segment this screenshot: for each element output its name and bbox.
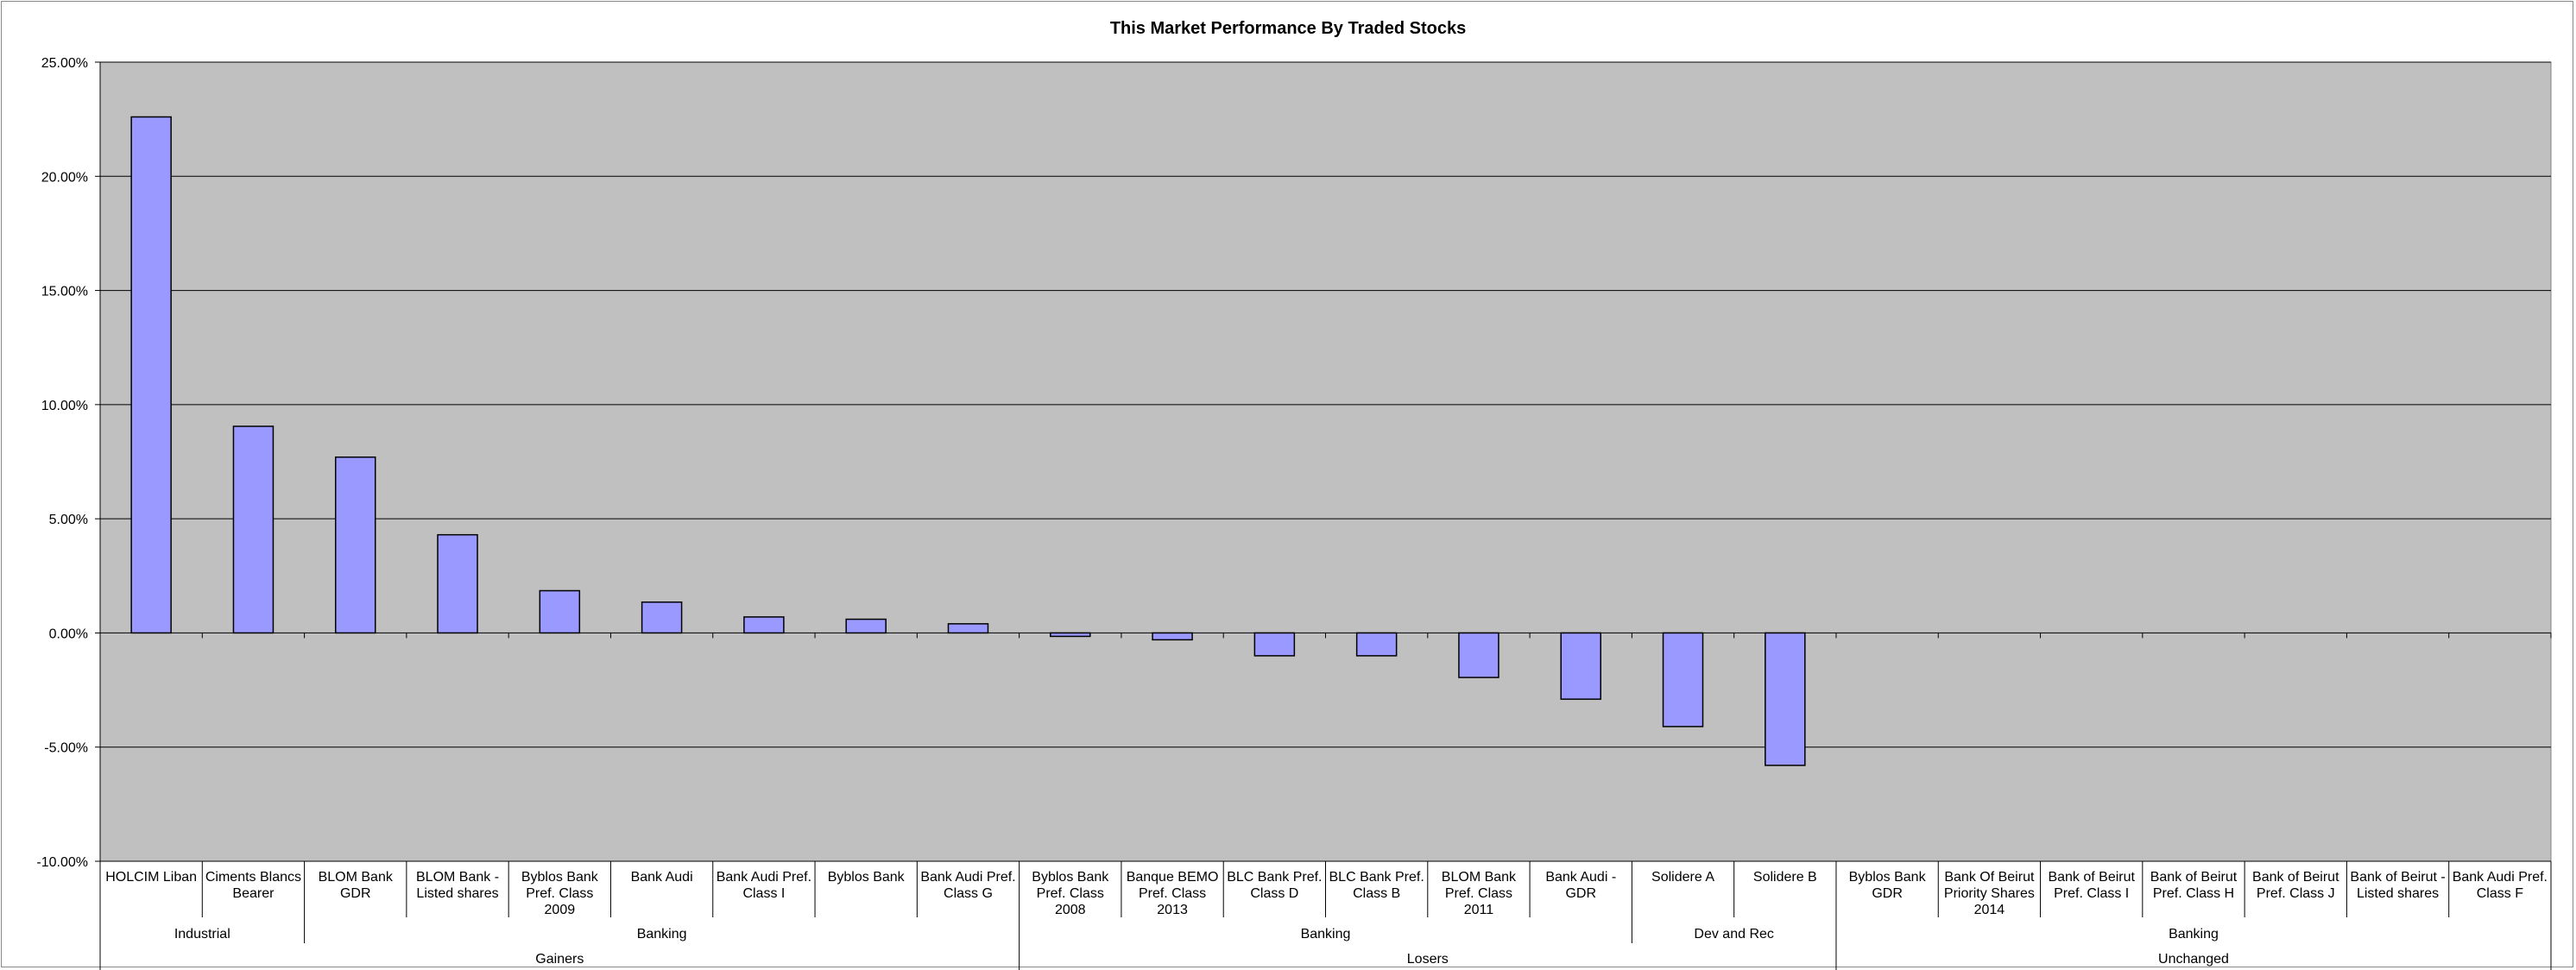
group-label: Gainers (535, 952, 584, 967)
sector-label: Dev and Rec (1694, 927, 1774, 942)
sector-label: Banking (637, 927, 687, 942)
x-tick-label: Bank Audi Pref. (717, 870, 811, 885)
x-tick-label: Byblos Bank (521, 870, 599, 885)
bar (334, 456, 376, 634)
y-tick-label: 10.00% (41, 399, 88, 413)
bar (845, 618, 887, 634)
x-tick-label: HOLCIM Liban (105, 870, 197, 885)
y-tick-label: 15.00% (41, 285, 88, 299)
y-tick-label: -5.00% (44, 741, 88, 756)
x-tick-label: Listed shares (2357, 886, 2439, 901)
bar (1662, 632, 1704, 728)
x-tick-label: GDR (1565, 886, 1596, 901)
bar (437, 533, 478, 634)
x-tick-label: Pref. Class (526, 886, 593, 901)
bar (1253, 632, 1296, 657)
x-tick-label: BLC Bank Pref. (1329, 870, 1424, 885)
bar (1355, 632, 1398, 657)
x-tick-label: 2014 (1974, 903, 2005, 917)
x-tick-label: Bank Audi - (1545, 870, 1616, 885)
y-tick-label: 20.00% (41, 170, 88, 185)
y-tick-label: 0.00% (49, 627, 88, 641)
group-label: Losers (1407, 952, 1449, 967)
bar (947, 623, 989, 634)
bar (130, 116, 172, 634)
x-tick-label: Bank of Beirut (2252, 870, 2339, 885)
x-tick-label: Ciments Blancs (205, 870, 301, 885)
y-tick-label: -10.00% (36, 855, 88, 870)
x-tick-label: Listed shares (416, 886, 498, 901)
x-tick-label: Byblos Bank (1849, 870, 1927, 885)
bar (539, 589, 581, 634)
sector-label: Banking (2169, 927, 2219, 942)
x-tick-label: GDR (340, 886, 371, 901)
bar (743, 616, 785, 634)
bar (232, 425, 275, 634)
x-tick-label: Pref. Class H (2153, 886, 2234, 901)
x-tick-label: Byblos Bank (1032, 870, 1109, 885)
x-tick-label: Bank of Beirut - (2350, 870, 2445, 885)
group-label: Unchanged (2158, 952, 2229, 967)
plot-area (99, 61, 2552, 862)
x-tick-label: Byblos Bank (828, 870, 906, 885)
x-tick-label: GDR (1872, 886, 1903, 901)
bar (1152, 632, 1193, 641)
x-tick-label: BLOM Bank (1442, 870, 1517, 885)
bar (641, 601, 683, 634)
x-tick-label: Bank of Beirut (2048, 870, 2135, 885)
bar (1050, 632, 1091, 638)
x-tick-label: Solidere A (1651, 870, 1714, 885)
x-tick-label: Bank Of Beirut (1944, 870, 2035, 885)
x-tick-label: Pref. Class (1139, 886, 1206, 901)
x-tick-label: Class D (1250, 886, 1298, 901)
x-tick-label: Pref. Class J (2257, 886, 2335, 901)
x-tick-label: Pref. Class I (2054, 886, 2129, 901)
bar (1765, 632, 1806, 766)
x-tick-label: BLOM Bank - (416, 870, 499, 885)
sector-label: Banking (1301, 927, 1351, 942)
x-tick-label: Priority Shares (1944, 886, 2035, 901)
x-tick-label: 2008 (1055, 903, 1086, 917)
y-tick-label: 25.00% (41, 56, 88, 71)
bar (1458, 632, 1500, 678)
x-tick-label: Bearer (232, 886, 275, 901)
x-tick-label: Class B (1353, 886, 1400, 901)
x-tick-label: 2013 (1157, 903, 1188, 917)
x-tick-label: Bank Audi Pref. (920, 870, 1015, 885)
x-tick-label: Bank of Beirut (2150, 870, 2238, 885)
x-tick-label: Class I (742, 886, 785, 901)
x-tick-label: Pref. Class (1445, 886, 1512, 901)
x-tick-label: 2011 (1464, 903, 1494, 917)
x-tick-label: Bank Audi Pref. (2453, 870, 2548, 885)
x-tick-label: BLOM Bank (319, 870, 394, 885)
bar (1560, 632, 1601, 700)
x-tick-label: BLC Bank Pref. (1227, 870, 1322, 885)
y-tick-label: 5.00% (49, 513, 88, 527)
x-tick-label: Class G (944, 886, 993, 901)
x-tick-label: Solidere B (1753, 870, 1817, 885)
x-tick-label: Pref. Class (1037, 886, 1104, 901)
x-tick-label: Bank Audi (631, 870, 693, 885)
x-tick-label: 2009 (545, 903, 576, 917)
x-tick-label: Class F (2477, 886, 2523, 901)
chart-title: This Market Performance By Traded Stocks (1109, 19, 1467, 38)
x-tick-label: Banque BEMO (1127, 870, 1219, 885)
sector-label: Industrial (174, 927, 230, 942)
